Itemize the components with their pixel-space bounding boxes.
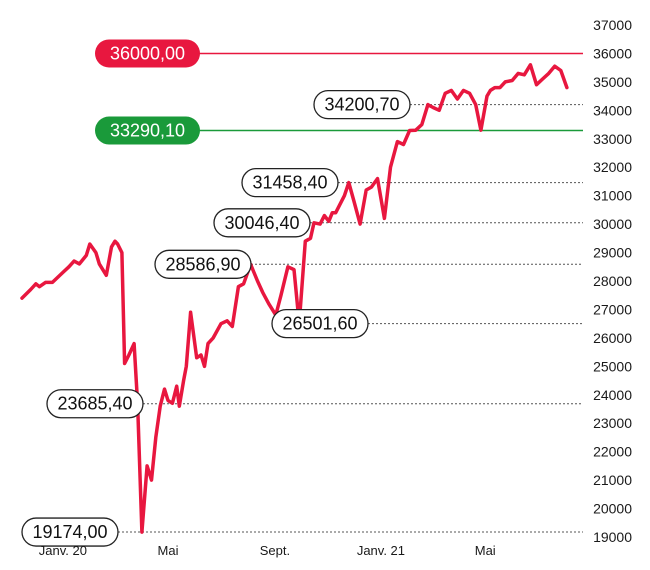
y-tick-label: 33000 (593, 131, 632, 147)
y-tick-label: 36000 (593, 45, 632, 61)
y-tick-label: 31000 (593, 188, 632, 204)
y-axis: 37000 36000 35000 34000 33000 32000 31000 30000… (593, 17, 632, 545)
callout-badge (241, 167, 339, 198)
callout-label: 23685,40 (57, 394, 132, 414)
callout-badge (313, 89, 411, 120)
y-tick-label: 32000 (593, 159, 632, 175)
y-tick-label: 19000 (593, 529, 632, 545)
y-tick-label: 25000 (593, 358, 632, 374)
x-tick-label: Janv. 21 (357, 543, 405, 558)
y-tick-label: 26000 (593, 330, 632, 346)
y-tick-label: 24000 (593, 387, 632, 403)
x-tick-label: Mai (475, 543, 496, 558)
reference-label: 33290,10 (110, 121, 185, 141)
y-tick-label: 29000 (593, 245, 632, 261)
y-tick-label: 20000 (593, 501, 632, 517)
callout-badge (213, 208, 311, 238)
reference-labels: 36000,00 33290,10 (95, 39, 200, 145)
callout-badge (21, 517, 119, 547)
y-tick-label: 27000 (593, 301, 632, 317)
series-line (20, 63, 569, 534)
callout-label: 30046,40 (224, 213, 299, 233)
callout-labels: 34200,70 31458,40 30046,40 28586,90 26501,60… (21, 89, 411, 547)
series-layer (20, 63, 569, 534)
reference-badge (95, 39, 200, 68)
callout-label: 19174,00 (32, 522, 107, 542)
callout-badge (154, 249, 252, 279)
y-tick-label: 37000 (593, 17, 632, 33)
reference-badge (95, 116, 200, 145)
x-tick-label: Sept. (260, 543, 290, 558)
x-tick-label: Janv. 20 (39, 543, 87, 558)
callout-label: 34200,70 (324, 95, 399, 115)
callout-label: 28586,90 (165, 254, 240, 274)
y-tick-label: 30000 (593, 216, 632, 232)
y-tick-label: 23000 (593, 415, 632, 431)
y-tick-label: 28000 (593, 273, 632, 289)
callout-badge (46, 389, 144, 419)
x-axis: Janv. 20 Mai Sept. Janv. 21 Mai (39, 543, 496, 558)
x-tick-label: Mai (158, 543, 179, 558)
callout-label: 26501,60 (282, 314, 357, 334)
y-tick-label: 34000 (593, 102, 632, 118)
callout-label: 31458,40 (252, 173, 327, 193)
y-tick-label: 22000 (593, 444, 632, 460)
y-tick-label: 21000 (593, 472, 632, 488)
reference-lines (195, 52, 583, 132)
reference-label: 36000,00 (110, 43, 185, 63)
y-tick-label: 35000 (593, 74, 632, 90)
callout-badge (271, 308, 369, 339)
